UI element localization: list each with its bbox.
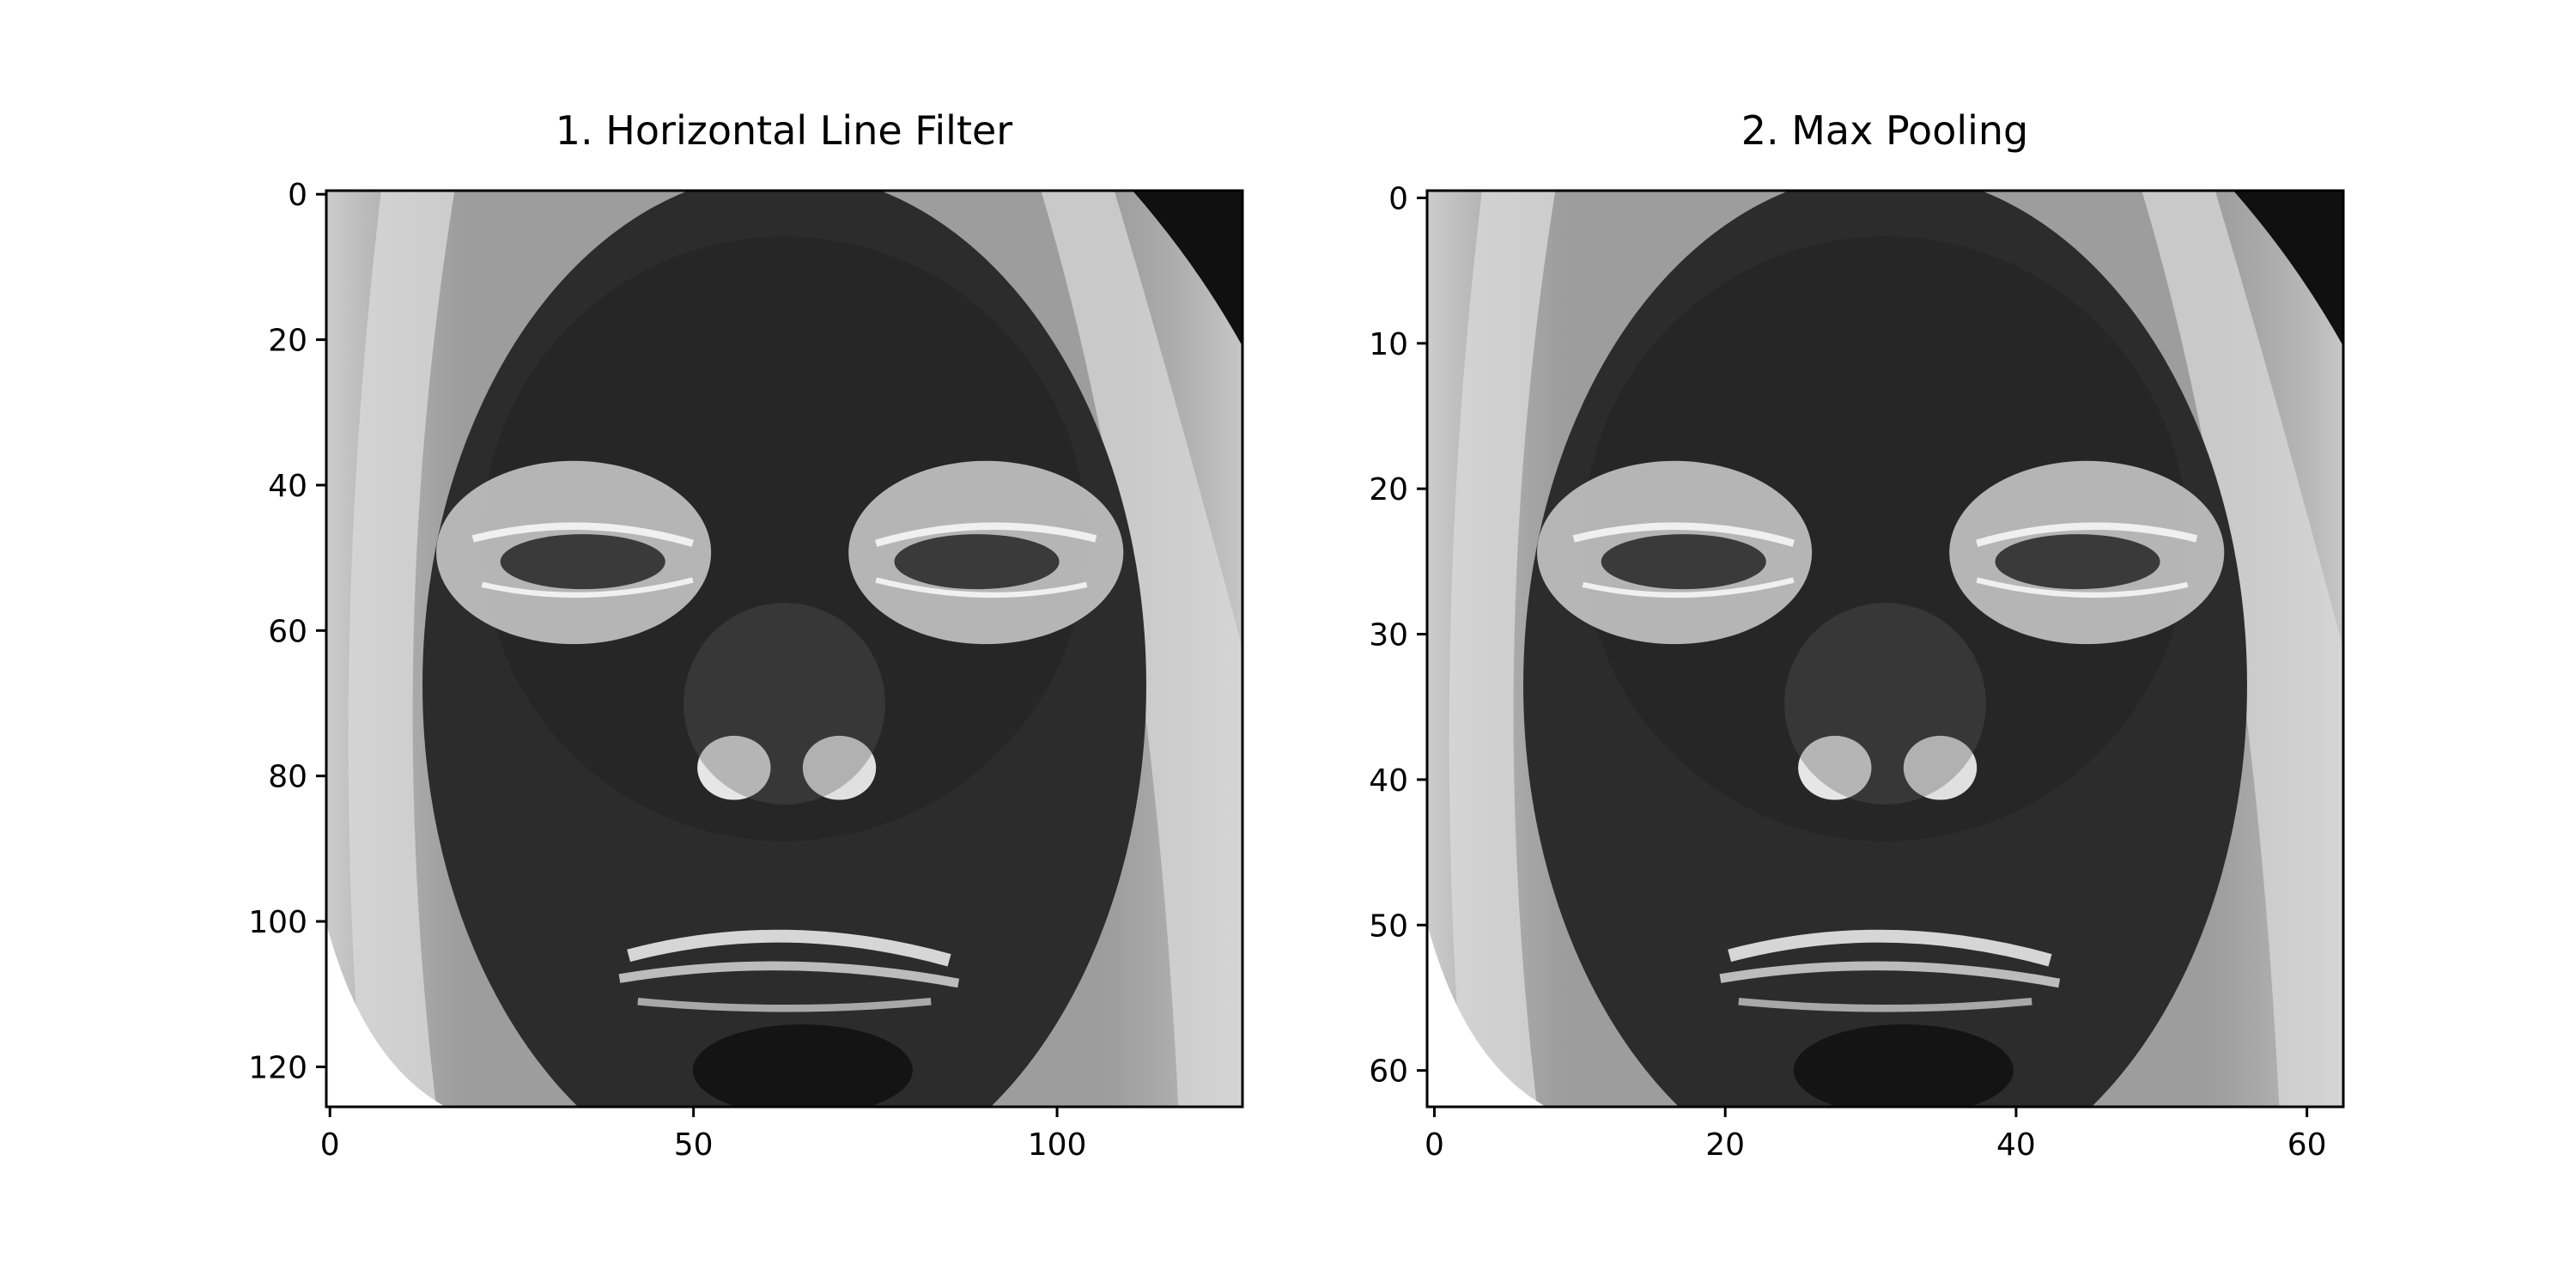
y-tick-label: 60 [1369,1054,1408,1090]
panel-1-y-axis: 0 20 40 60 80 100 120 [248,178,326,1085]
x-tick-label: 40 [1996,1127,2036,1163]
y-tick-label: 40 [1369,763,1408,799]
panel-2-x-axis: 0 20 40 60 [1425,1107,2327,1163]
y-tick-label: 80 [268,760,307,795]
y-tick-label: 60 [268,614,307,649]
panel-horizontal-line-filter: 1. Horizontal Line Filter 0 50 100 0 20 40 60… [248,107,1244,1199]
x-tick-label: 0 [1425,1127,1444,1163]
panel-1-title: 1. Horizontal Line Filter [556,107,1013,154]
x-tick-label: 100 [1028,1127,1087,1163]
y-tick-label: 20 [1369,472,1408,507]
y-tick-label: 100 [248,905,307,940]
x-tick-label: 60 [2287,1127,2327,1163]
panel-1-frame [325,189,1244,1109]
panel-2-image [1427,173,2343,1199]
x-tick-label: 50 [674,1127,714,1163]
y-tick-label: 0 [288,178,307,213]
panel-2-frame [1425,189,2345,1109]
y-tick-label: 10 [1369,327,1408,362]
y-tick-label: 50 [1369,908,1408,944]
panel-1-image [326,173,1242,1199]
y-tick-label: 0 [1388,181,1408,216]
y-tick-label: 40 [268,469,307,504]
x-tick-label: 0 [320,1127,340,1163]
panel-1-x-axis: 0 50 100 [320,1107,1087,1163]
y-tick-label: 30 [1369,618,1408,653]
x-tick-label: 20 [1705,1127,1745,1163]
panel-max-pooling: 2. Max Pooling 0 20 40 60 0 10 20 30 40 50 60 [1369,107,2345,1199]
panel-2-title: 2. Max Pooling [1741,107,2029,154]
y-tick-label: 120 [248,1050,307,1085]
panel-2-y-axis: 0 10 20 30 40 50 60 [1369,181,1427,1090]
y-tick-label: 20 [268,324,307,359]
